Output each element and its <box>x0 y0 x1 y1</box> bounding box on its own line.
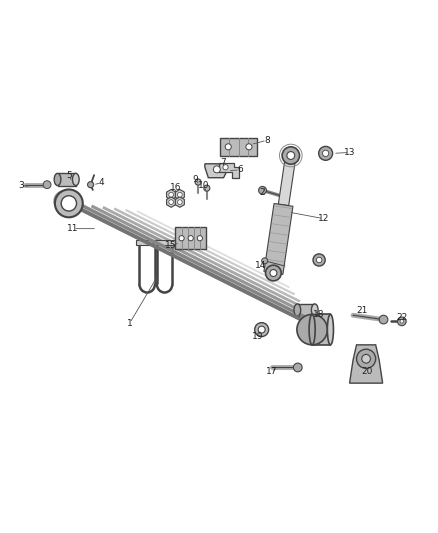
Text: 7: 7 <box>220 158 226 166</box>
Circle shape <box>55 189 83 217</box>
Polygon shape <box>219 163 239 178</box>
Circle shape <box>177 192 182 197</box>
Circle shape <box>282 147 300 164</box>
Text: 19: 19 <box>252 332 264 341</box>
Polygon shape <box>175 189 184 200</box>
Text: 18: 18 <box>312 310 324 319</box>
Circle shape <box>258 187 266 194</box>
Circle shape <box>362 354 371 363</box>
Ellipse shape <box>294 304 301 316</box>
Polygon shape <box>166 189 176 200</box>
Circle shape <box>188 236 193 241</box>
Text: 9: 9 <box>192 175 198 184</box>
Polygon shape <box>205 164 229 177</box>
Text: 4: 4 <box>99 179 104 188</box>
Text: 20: 20 <box>361 367 373 376</box>
Bar <box>312 314 330 345</box>
Circle shape <box>357 349 376 368</box>
Text: 10: 10 <box>198 181 209 190</box>
Circle shape <box>88 182 94 188</box>
Ellipse shape <box>54 173 61 185</box>
Bar <box>220 138 257 156</box>
Text: 5: 5 <box>66 171 72 180</box>
Polygon shape <box>175 197 184 207</box>
Circle shape <box>61 196 77 211</box>
Circle shape <box>223 165 228 170</box>
Text: 15: 15 <box>166 241 177 250</box>
Circle shape <box>204 185 210 191</box>
Circle shape <box>397 317 406 326</box>
Text: 2: 2 <box>260 188 265 197</box>
Circle shape <box>293 363 302 372</box>
Text: 22: 22 <box>396 313 407 322</box>
Circle shape <box>261 258 268 264</box>
Circle shape <box>169 200 173 205</box>
Circle shape <box>316 257 322 263</box>
Circle shape <box>179 236 184 241</box>
Polygon shape <box>350 345 383 383</box>
Circle shape <box>213 166 220 173</box>
Text: 1: 1 <box>127 319 133 328</box>
Text: 13: 13 <box>344 148 355 157</box>
Circle shape <box>322 150 329 157</box>
Text: 12: 12 <box>318 214 329 223</box>
Text: 11: 11 <box>67 224 79 233</box>
Bar <box>57 173 76 185</box>
Circle shape <box>177 200 182 205</box>
Circle shape <box>297 314 327 345</box>
Circle shape <box>197 236 202 241</box>
Ellipse shape <box>311 304 318 316</box>
Bar <box>297 304 315 316</box>
Polygon shape <box>264 204 293 274</box>
Text: 6: 6 <box>237 165 243 174</box>
Circle shape <box>246 144 252 150</box>
Circle shape <box>400 320 403 323</box>
Circle shape <box>169 192 173 197</box>
Polygon shape <box>166 197 176 207</box>
Circle shape <box>254 322 268 336</box>
Circle shape <box>43 181 51 189</box>
Circle shape <box>195 179 201 185</box>
Text: 21: 21 <box>356 305 367 314</box>
Bar <box>136 239 159 245</box>
Ellipse shape <box>72 173 79 185</box>
Text: 3: 3 <box>18 181 24 190</box>
Circle shape <box>287 151 295 159</box>
Polygon shape <box>278 155 296 206</box>
Text: 14: 14 <box>254 261 266 270</box>
Ellipse shape <box>327 314 333 345</box>
Circle shape <box>313 254 325 266</box>
Circle shape <box>319 147 332 160</box>
Ellipse shape <box>309 314 315 345</box>
Bar <box>176 228 206 249</box>
Circle shape <box>379 315 388 324</box>
Text: 8: 8 <box>264 136 270 145</box>
Bar <box>153 239 176 245</box>
Circle shape <box>225 144 231 150</box>
Circle shape <box>258 326 265 333</box>
Text: 16: 16 <box>170 183 181 192</box>
Circle shape <box>265 265 281 281</box>
Text: 17: 17 <box>265 367 277 376</box>
Circle shape <box>270 270 277 277</box>
